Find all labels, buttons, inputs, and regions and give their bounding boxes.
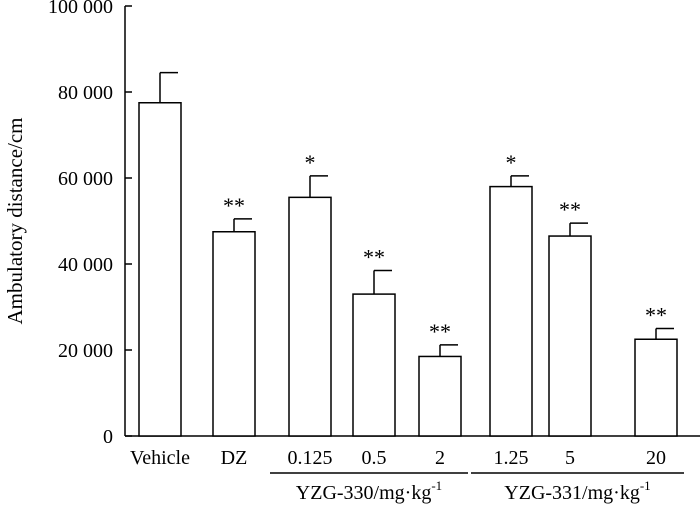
bar — [634, 338, 678, 437]
x-tick-label: 0.5 — [362, 447, 387, 469]
significance-marker: * — [506, 150, 517, 175]
bars: ************ — [138, 71, 678, 437]
x-tick-label: 1.25 — [494, 447, 529, 469]
axes — [124, 6, 700, 437]
x-tick-label: DZ — [221, 447, 248, 469]
y-tick-label: 60 000 — [58, 168, 113, 190]
group-label: YZG-330/mg·kg-1 — [296, 478, 442, 504]
y-tick-label: 40 000 — [58, 254, 113, 276]
group-labels: YZG-330/mg·kg-1 YZG-331/mg·kg-1 — [270, 472, 684, 504]
y-axis-label: Ambulatory distance/cm — [3, 117, 27, 324]
bar — [418, 355, 462, 437]
x-tick-label: Vehicle — [130, 447, 190, 469]
bar — [138, 102, 182, 437]
group-label-superscript: -1 — [640, 478, 651, 493]
bar — [212, 231, 256, 437]
bar — [489, 185, 533, 437]
x-tick-label: 20 — [646, 447, 666, 469]
x-tick-label: 2 — [435, 447, 445, 469]
significance-marker: ** — [559, 197, 581, 222]
group-label: YZG-331/mg·kg-1 — [504, 478, 650, 504]
significance-marker: ** — [645, 303, 667, 328]
y-ticks: 0 20 000 40 000 60 000 80 000 100 000 — [48, 0, 132, 448]
significance-marker: ** — [363, 244, 385, 269]
significance-marker: ** — [429, 319, 451, 344]
bar — [288, 196, 332, 437]
significance-marker: * — [305, 150, 316, 175]
y-tick-label: 0 — [103, 426, 113, 448]
x-tick-label: 5 — [565, 447, 575, 469]
x-tick-label: 0.125 — [288, 447, 333, 469]
y-tick-label: 100 000 — [48, 0, 113, 18]
x-tick-labels: Vehicle DZ 0.125 0.5 2 1.25 5 20 — [130, 447, 666, 469]
bar — [548, 235, 592, 437]
group-label-superscript: -1 — [431, 478, 442, 493]
y-tick-label: 20 000 — [58, 340, 113, 362]
y-tick-label: 80 000 — [58, 82, 113, 104]
significance-marker: ** — [223, 193, 245, 218]
bar — [352, 293, 396, 437]
